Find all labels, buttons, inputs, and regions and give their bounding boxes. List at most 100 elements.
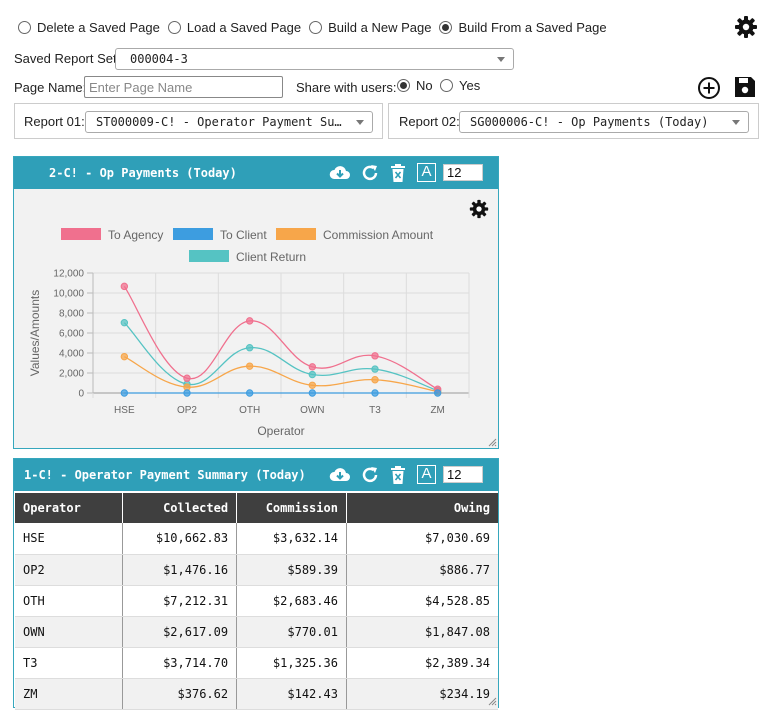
cloud-download-icon[interactable] bbox=[329, 465, 350, 485]
column-header-collected[interactable]: Collected bbox=[122, 493, 238, 523]
data-point-client-return bbox=[308, 370, 317, 379]
cell-operator: OP2 bbox=[15, 554, 124, 586]
cell-commission: $589.39 bbox=[236, 554, 347, 586]
x-tick-label: OP2 bbox=[177, 405, 197, 416]
data-point-to-client bbox=[183, 389, 191, 397]
font-size-input[interactable] bbox=[443, 164, 483, 181]
cell-commission: $1,325.36 bbox=[236, 647, 347, 679]
share-with-users-label: Share with users: bbox=[296, 80, 397, 95]
data-point-commission-amount bbox=[245, 362, 254, 370]
refresh-icon[interactable] bbox=[360, 163, 380, 183]
table-row: OTH $7,212.31 $2,683.46 $4,528.85 bbox=[15, 585, 498, 617]
data-point-commission-amount bbox=[308, 381, 317, 389]
y-axis-title: Values/Amounts bbox=[28, 290, 42, 377]
column-header-commission[interactable]: Commission bbox=[236, 493, 347, 523]
cell-operator: OTH bbox=[15, 585, 124, 617]
chart-panel-header: 2-C! - Op Payments (Today) A bbox=[14, 157, 498, 189]
table-row: OP2 $1,476.16 $589.39 $886.77 bbox=[15, 554, 498, 586]
series-line-commission-amount bbox=[124, 356, 438, 393]
legend-swatch bbox=[189, 250, 229, 262]
data-point-commission-amount bbox=[371, 376, 379, 384]
mode-build-new-radio[interactable] bbox=[309, 20, 323, 34]
font-size-input[interactable] bbox=[443, 466, 483, 483]
table-row: HSE $10,662.83 $3,632.14 $7,030.69 bbox=[15, 523, 498, 555]
legend-label: To Agency bbox=[108, 228, 163, 242]
column-header-operator[interactable]: Operator bbox=[15, 493, 124, 523]
table-panel-header: 1-C! - Operator Payment Summary (Today) … bbox=[14, 459, 498, 491]
data-point-to-agency bbox=[371, 352, 379, 360]
add-report-plus-icon[interactable] bbox=[697, 76, 721, 100]
cell-commission: $770.01 bbox=[236, 616, 347, 648]
table-panel-title: 1-C! - Operator Payment Summary (Today) bbox=[24, 468, 306, 482]
page-mode-group: Delete a Saved Page Load a Saved Page Bu… bbox=[18, 17, 615, 37]
font-size-toggle[interactable]: A bbox=[417, 465, 436, 484]
mode-build-new-page[interactable]: Build a New Page bbox=[309, 20, 431, 35]
mode-delete-radio[interactable] bbox=[18, 20, 31, 34]
refresh-icon[interactable] bbox=[360, 465, 380, 485]
cell-collected: $7,212.31 bbox=[122, 585, 238, 617]
series-line-client-return bbox=[123, 322, 438, 392]
x-tick-label: OWN bbox=[300, 405, 324, 416]
chart-settings-gear-icon[interactable] bbox=[469, 199, 489, 219]
data-point-to-agency bbox=[183, 374, 191, 382]
data-point-client-return bbox=[120, 318, 129, 327]
data-point-to-agency bbox=[245, 317, 254, 325]
page-settings-gear-icon[interactable] bbox=[734, 15, 758, 39]
y-tick-label: 10,000 bbox=[53, 289, 84, 300]
data-point-to-client bbox=[308, 389, 317, 397]
report-02-select[interactable]: SG000006-C! - Op Payments (Today) bbox=[459, 111, 749, 133]
cell-operator: OWN bbox=[15, 616, 124, 648]
mode-load-saved-page[interactable]: Load a Saved Page bbox=[167, 19, 302, 35]
cell-collected: $376.62 bbox=[122, 678, 238, 710]
cell-commission: $2,683.46 bbox=[236, 585, 347, 617]
share-yes-option[interactable]: Yes bbox=[440, 78, 480, 93]
table-panel: 1-C! - Operator Payment Summary (Today) … bbox=[13, 458, 499, 710]
delete-trash-icon[interactable] bbox=[389, 163, 409, 183]
legend-swatch bbox=[61, 228, 101, 240]
cell-owing: $2,389.34 bbox=[346, 647, 498, 679]
legend-label: Client Return bbox=[236, 250, 306, 264]
x-tick-label: OTH bbox=[239, 405, 260, 416]
share-no-radio[interactable] bbox=[397, 79, 410, 92]
report-02-box: Report 02: SG000006-C! - Op Payments (To… bbox=[388, 103, 759, 139]
share-yes-radio[interactable] bbox=[440, 79, 453, 92]
operator-payment-summary-table: Operator Collected Commission Owing HSE … bbox=[15, 493, 498, 710]
mode-build-from-saved-radio[interactable] bbox=[439, 20, 453, 34]
font-size-toggle[interactable]: A bbox=[417, 163, 436, 182]
saved-report-set-select[interactable]: 000004-3 bbox=[115, 48, 514, 70]
mode-load-label: Load a Saved Page bbox=[186, 19, 302, 35]
column-header-owing[interactable]: Owing bbox=[346, 493, 498, 523]
share-yes-label: Yes bbox=[459, 78, 481, 93]
share-no-label: No bbox=[416, 78, 433, 93]
report-02-label: Report 02: bbox=[399, 114, 460, 129]
table-row: T3 $3,714.70 $1,325.36 $2,389.34 bbox=[15, 647, 498, 679]
cell-collected: $10,662.83 bbox=[122, 523, 238, 555]
report-01-select[interactable]: ST000009-C! - Operator Payment Summary (… bbox=[85, 111, 373, 133]
report-02-value: SG000006-C! - Op Payments (Today) bbox=[470, 115, 709, 129]
data-point-to-client bbox=[120, 389, 129, 397]
page-name-input[interactable] bbox=[84, 76, 283, 98]
y-tick-label: 6,000 bbox=[59, 329, 84, 340]
x-tick-label: T3 bbox=[369, 405, 381, 416]
share-no-option[interactable]: No bbox=[397, 78, 433, 93]
delete-trash-icon[interactable] bbox=[389, 465, 409, 485]
cell-owing: $7,030.69 bbox=[346, 523, 498, 555]
mode-delete-saved-page[interactable]: Delete a Saved Page bbox=[18, 20, 160, 35]
table-row: ZM $376.62 $142.43 $234.19 bbox=[15, 678, 498, 710]
y-tick-label: 0 bbox=[78, 389, 84, 400]
chart-panel-title: 2-C! - Op Payments (Today) bbox=[49, 166, 237, 180]
resize-handle-icon[interactable] bbox=[488, 438, 497, 447]
data-point-to-agency bbox=[308, 363, 317, 371]
cell-owing: $886.77 bbox=[346, 554, 498, 586]
cloud-download-icon[interactable] bbox=[329, 163, 350, 183]
y-tick-label: 12,000 bbox=[53, 269, 84, 280]
mode-load-radio[interactable] bbox=[167, 20, 181, 34]
report-01-value: ST000009-C! - Operator Payment Summary (… bbox=[96, 115, 348, 129]
cell-owing: $4,528.85 bbox=[346, 585, 498, 617]
data-point-to-agency bbox=[120, 282, 129, 291]
resize-handle-icon[interactable] bbox=[488, 697, 497, 706]
save-page-floppy-icon[interactable] bbox=[734, 76, 756, 98]
x-axis-title: Operator bbox=[257, 424, 304, 438]
mode-build-from-saved-page[interactable]: Build From a Saved Page bbox=[439, 20, 607, 35]
chevron-down-icon bbox=[356, 119, 364, 125]
